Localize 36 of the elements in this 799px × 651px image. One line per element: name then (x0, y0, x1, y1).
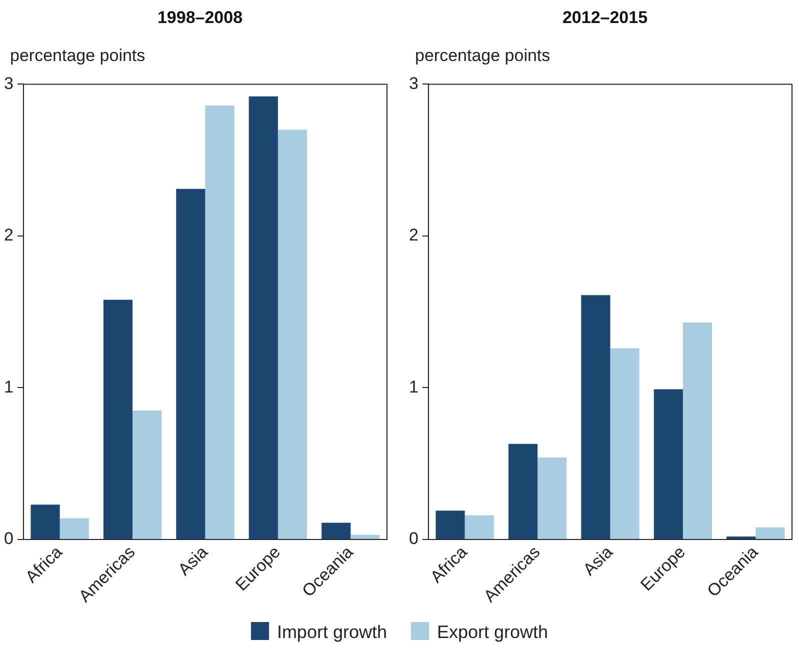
y-tick-label: 2 (408, 226, 418, 245)
bar (436, 510, 465, 539)
y-tick-label: 0 (408, 529, 418, 548)
bar (248, 96, 278, 539)
legend-label: Import growth (276, 622, 387, 643)
bar (60, 518, 89, 539)
bar (350, 534, 380, 539)
bar (508, 444, 538, 539)
bar (132, 410, 162, 539)
bar (756, 527, 785, 539)
bar (322, 522, 351, 539)
y-axis-title: percentage points (415, 46, 550, 66)
y-tick-label: 3 (408, 74, 418, 93)
bar (726, 536, 756, 539)
x-tick-label: Asia (174, 542, 212, 580)
y-tick-label: 3 (4, 74, 14, 93)
bar (654, 389, 683, 539)
bar (538, 458, 567, 539)
bar (176, 188, 206, 539)
y-tick-label: 2 (4, 226, 14, 245)
bar (610, 348, 640, 539)
bar (205, 105, 234, 539)
bar (464, 515, 494, 539)
x-tick-label: Asia (580, 542, 617, 580)
bar (103, 300, 133, 539)
chart-title: 1998–2008 (156, 8, 244, 28)
chart-title: 2012–2015 (561, 8, 649, 28)
bar (278, 130, 308, 539)
bar (682, 322, 712, 539)
y-tick-label: 0 (4, 529, 14, 548)
y-axis-title: percentage points (10, 46, 146, 66)
legend-label: Export growth (436, 622, 548, 643)
y-tick-label: 1 (4, 377, 14, 396)
bar (30, 504, 60, 539)
bar (581, 295, 610, 539)
y-tick-label: 1 (408, 377, 418, 396)
